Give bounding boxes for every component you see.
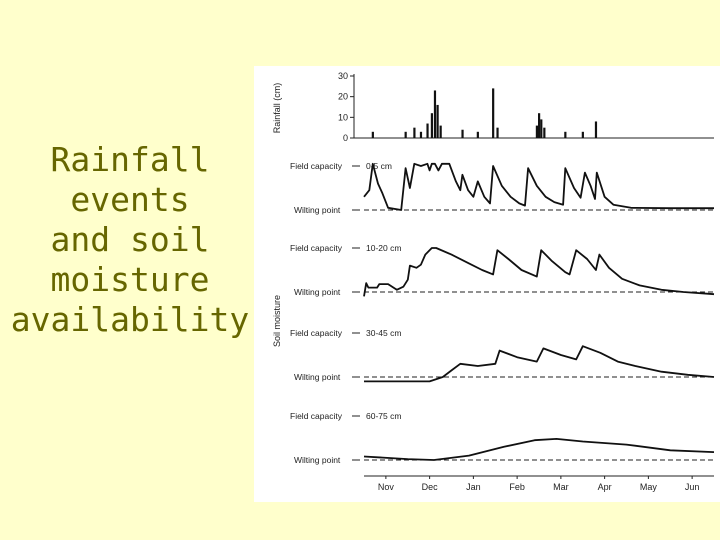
field-capacity-label: Field capacity (290, 328, 343, 338)
rainfall-bar (540, 119, 543, 138)
wilting-point-label: Wilting point (294, 205, 341, 215)
rainfall-bar (436, 104, 439, 138)
rainfall-bar (433, 90, 437, 138)
rainfall-bar (543, 127, 546, 138)
month-label: Dec (422, 482, 439, 492)
rainfall-bar (594, 121, 598, 138)
title-line: moisture (50, 260, 210, 299)
rainfall-bar (496, 127, 499, 138)
soil-moisture-line (363, 162, 714, 211)
month-label: Jun (685, 482, 700, 492)
soil-panel-3: Field capacity 30-45 cm Wilting point (290, 328, 715, 383)
rainfall-tick-label: 10 (338, 112, 348, 122)
rainfall-soil-moisture-figure: Rainfall (cm) 0 10 20 30 Field capacity 0-5 … (254, 66, 720, 502)
soil-panel-1: Field capacity 0-5 cm Wilting point (290, 161, 714, 215)
field-capacity-label: Field capacity (290, 411, 343, 421)
soil-panel-2: Field capacity 10-20 cm Wilting point (290, 243, 715, 297)
soil-panel-4: Field capacity 60-75 cm Wilting point (290, 411, 715, 465)
soil-moisture-line (363, 247, 715, 297)
rainfall-axis-label: Rainfall (cm) (272, 83, 282, 134)
rainfall-bar (413, 127, 416, 138)
month-label: Feb (509, 482, 525, 492)
soil-moisture-line (363, 438, 715, 461)
title-line: Rainfall (50, 140, 210, 179)
month-label: Apr (598, 482, 612, 492)
slide-title: Rainfall events and soil moisture availa… (8, 140, 252, 340)
month-label: May (640, 482, 658, 492)
rainfall-panel: Rainfall (cm) 0 10 20 30 (272, 71, 714, 143)
rainfall-bar (564, 131, 567, 138)
rainfall-bar (461, 129, 464, 138)
rainfall-bar (581, 131, 584, 138)
title-line: availability (10, 300, 250, 339)
wilting-point-label: Wilting point (294, 455, 341, 465)
month-label: Mar (553, 482, 569, 492)
rainfall-bar (426, 123, 429, 138)
rainfall-tick-label: 30 (338, 71, 348, 81)
rainfall-bar (371, 131, 374, 138)
wilting-point-label: Wilting point (294, 372, 341, 382)
depth-label: 60-75 cm (366, 411, 401, 421)
field-capacity-label: Field capacity (290, 161, 343, 171)
month-label: Nov (378, 482, 395, 492)
depth-label: 10-20 cm (366, 243, 401, 253)
rainfall-bar (404, 131, 407, 138)
title-line: and soil (50, 220, 210, 259)
depth-label: 0-5 cm (366, 161, 392, 171)
rainfall-bar (535, 125, 539, 138)
rainfall-bar (476, 131, 479, 138)
soil-moisture-line (364, 345, 715, 383)
rainfall-tick-label: 0 (343, 133, 348, 143)
rainfall-bar (430, 113, 434, 138)
wilting-point-label: Wilting point (294, 287, 341, 297)
chart-svg: Rainfall (cm) 0 10 20 30 Field capacity 0-5 … (272, 71, 715, 492)
title-line: events (70, 180, 190, 219)
rainfall-bar (439, 125, 442, 138)
rainfall-bar (492, 88, 495, 138)
depth-label: 30-45 cm (366, 328, 401, 338)
rainfall-bar (538, 113, 541, 138)
rainfall-tick-label: 20 (338, 92, 348, 102)
rainfall-bar (419, 131, 423, 138)
field-capacity-label: Field capacity (290, 243, 343, 253)
soil-moisture-axis-label: Soil moisture (272, 295, 282, 347)
month-label: Jan (466, 482, 481, 492)
